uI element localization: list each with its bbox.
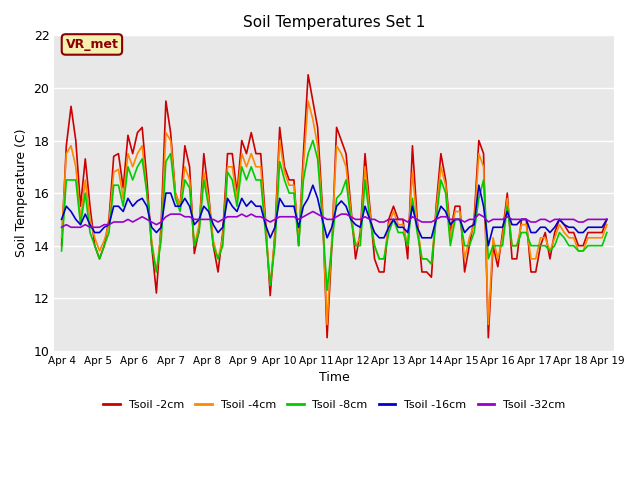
Tsoil -8cm bbox=[323, 288, 331, 293]
Line: Tsoil -2cm: Tsoil -2cm bbox=[61, 75, 607, 338]
Tsoil -4cm bbox=[522, 222, 530, 228]
Tsoil -4cm bbox=[570, 235, 577, 240]
Tsoil -4cm bbox=[243, 164, 250, 169]
Tsoil -2cm bbox=[304, 72, 312, 78]
Tsoil -16cm bbox=[309, 182, 317, 188]
Tsoil -32cm bbox=[504, 214, 511, 220]
Legend: Tsoil -2cm, Tsoil -4cm, Tsoil -8cm, Tsoil -16cm, Tsoil -32cm: Tsoil -2cm, Tsoil -4cm, Tsoil -8cm, Tsoi… bbox=[99, 396, 570, 415]
Tsoil -2cm bbox=[58, 243, 65, 249]
Tsoil -32cm bbox=[394, 216, 402, 222]
Tsoil -2cm bbox=[432, 204, 440, 209]
Tsoil -16cm bbox=[570, 224, 577, 230]
Tsoil -8cm bbox=[522, 229, 530, 235]
Tsoil -32cm bbox=[309, 209, 317, 215]
Tsoil -32cm bbox=[518, 216, 525, 222]
Tsoil -2cm bbox=[603, 216, 611, 222]
Tsoil -32cm bbox=[565, 216, 573, 222]
Tsoil -16cm bbox=[603, 216, 611, 222]
Tsoil -32cm bbox=[603, 216, 611, 222]
Tsoil -4cm bbox=[508, 243, 516, 249]
Tsoil -8cm bbox=[399, 229, 407, 235]
Tsoil -2cm bbox=[522, 216, 530, 222]
Line: Tsoil -8cm: Tsoil -8cm bbox=[61, 141, 607, 290]
Text: VR_met: VR_met bbox=[65, 38, 118, 51]
Tsoil -16cm bbox=[243, 204, 250, 209]
Tsoil -8cm bbox=[603, 229, 611, 235]
Tsoil -4cm bbox=[603, 222, 611, 228]
Tsoil -4cm bbox=[304, 98, 312, 104]
Tsoil -8cm bbox=[508, 243, 516, 249]
Tsoil -2cm bbox=[399, 216, 407, 222]
Tsoil -16cm bbox=[508, 222, 516, 228]
Tsoil -16cm bbox=[428, 235, 435, 240]
Line: Tsoil -32cm: Tsoil -32cm bbox=[61, 212, 607, 227]
Tsoil -8cm bbox=[309, 138, 317, 144]
Y-axis label: Soil Temperature (C): Soil Temperature (C) bbox=[15, 129, 28, 257]
Tsoil -32cm bbox=[243, 214, 250, 220]
Tsoil -32cm bbox=[58, 224, 65, 230]
Tsoil -8cm bbox=[570, 243, 577, 249]
Tsoil -8cm bbox=[432, 216, 440, 222]
Tsoil -16cm bbox=[58, 216, 65, 222]
Tsoil -2cm bbox=[570, 229, 577, 235]
Tsoil -16cm bbox=[484, 243, 492, 249]
Tsoil -4cm bbox=[399, 222, 407, 228]
Tsoil -4cm bbox=[432, 209, 440, 215]
Tsoil -16cm bbox=[522, 216, 530, 222]
Tsoil -4cm bbox=[323, 322, 331, 327]
Title: Soil Temperatures Set 1: Soil Temperatures Set 1 bbox=[243, 15, 426, 30]
Tsoil -32cm bbox=[428, 219, 435, 225]
Tsoil -8cm bbox=[58, 248, 65, 254]
Tsoil -4cm bbox=[58, 235, 65, 240]
Tsoil -2cm bbox=[243, 151, 250, 156]
Tsoil -16cm bbox=[394, 224, 402, 230]
X-axis label: Time: Time bbox=[319, 371, 349, 384]
Tsoil -2cm bbox=[508, 256, 516, 262]
Line: Tsoil -16cm: Tsoil -16cm bbox=[61, 185, 607, 246]
Tsoil -8cm bbox=[243, 177, 250, 183]
Line: Tsoil -4cm: Tsoil -4cm bbox=[61, 101, 607, 324]
Tsoil -2cm bbox=[323, 335, 331, 341]
